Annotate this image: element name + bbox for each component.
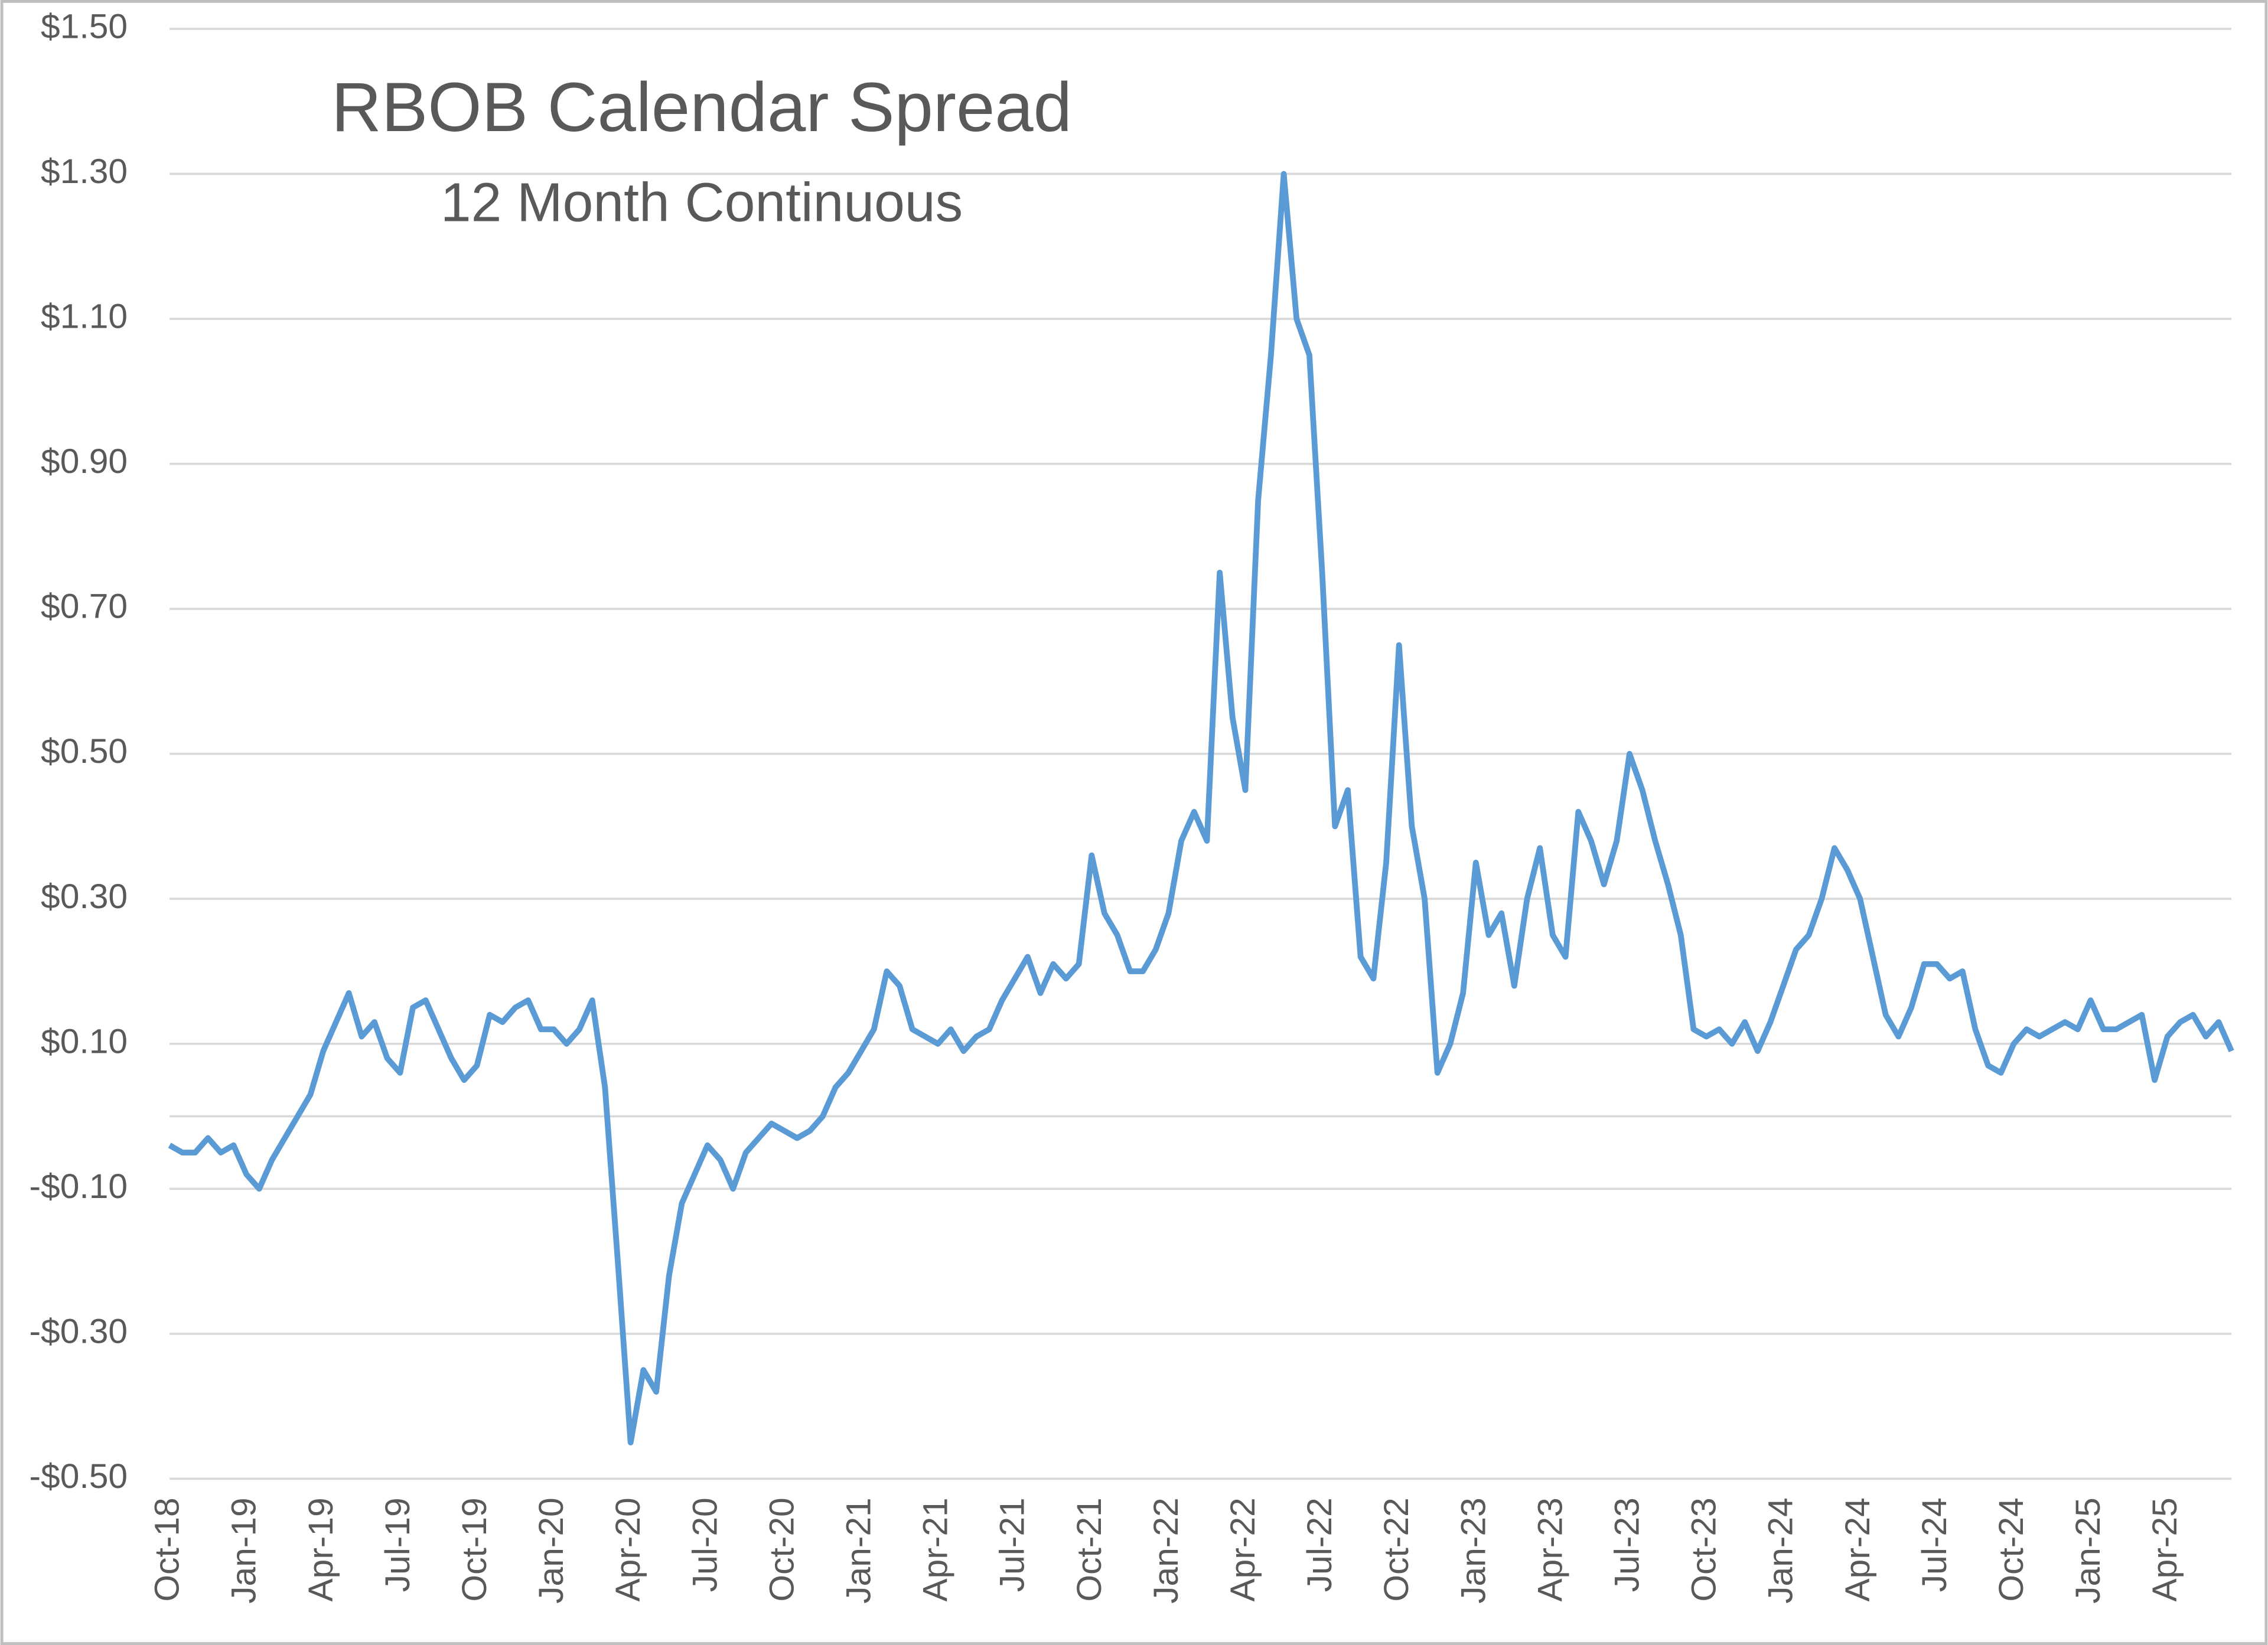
y-tick-label: $0.50 <box>41 732 128 771</box>
x-tick-label: Apr-24 <box>1839 1497 1877 1601</box>
x-tick-label: Jan-24 <box>1762 1497 1800 1604</box>
x-tick-label: Oct-23 <box>1685 1497 1723 1601</box>
x-tick-label: Apr-22 <box>1224 1497 1262 1601</box>
x-tick-label: Jan-19 <box>225 1497 263 1604</box>
y-tick-label: -$0.10 <box>29 1167 128 1206</box>
y-tick-label: $1.10 <box>41 298 128 336</box>
x-tick-label: Oct-21 <box>1070 1497 1109 1601</box>
chart-title: RBOB Calendar Spread <box>331 68 1072 146</box>
y-tick-label: $0.70 <box>41 588 128 626</box>
x-tick-label: Jul-23 <box>1608 1497 1647 1592</box>
y-tick-label: $0.90 <box>41 442 128 481</box>
x-tick-label: Jul-24 <box>1915 1497 1954 1592</box>
x-tick-label: Jul-20 <box>686 1497 724 1592</box>
y-tick-label: $1.50 <box>41 7 128 45</box>
x-tick-label: Jul-19 <box>379 1497 417 1592</box>
x-tick-label: Jul-22 <box>1301 1497 1339 1592</box>
chart-subtitle: 12 Month Continuous <box>441 172 963 233</box>
x-tick-label: Jan-20 <box>532 1497 571 1604</box>
x-tick-label: Apr-19 <box>302 1497 340 1601</box>
x-tick-label: Apr-21 <box>917 1497 955 1601</box>
x-tick-label: Apr-20 <box>609 1497 647 1601</box>
x-tick-label: Oct-18 <box>148 1497 187 1601</box>
y-tick-label: -$0.50 <box>29 1457 128 1496</box>
x-tick-label: Apr-25 <box>2146 1497 2184 1601</box>
x-tick-label: Oct-19 <box>455 1497 494 1601</box>
x-tick-label: Jan-22 <box>1147 1497 1185 1604</box>
line <box>168 171 2234 1445</box>
x-tick-label: Jul-21 <box>993 1497 1032 1592</box>
x-tick-label: Oct-24 <box>1992 1497 2031 1601</box>
x-tick-label: Oct-20 <box>762 1497 801 1601</box>
y-tick-label: $0.10 <box>41 1022 128 1060</box>
x-tick-label: Jan-25 <box>2069 1497 2107 1604</box>
x-tick-label: Apr-23 <box>1531 1497 1569 1601</box>
x-tick-label: Oct-22 <box>1377 1497 1416 1601</box>
y-tick-label: $1.30 <box>41 152 128 191</box>
y-tick-label: -$0.30 <box>29 1312 128 1350</box>
x-tick-label: Jan-21 <box>840 1497 878 1604</box>
x-tick-label: Jan-23 <box>1454 1497 1493 1604</box>
y-tick-label: $0.30 <box>41 877 128 916</box>
